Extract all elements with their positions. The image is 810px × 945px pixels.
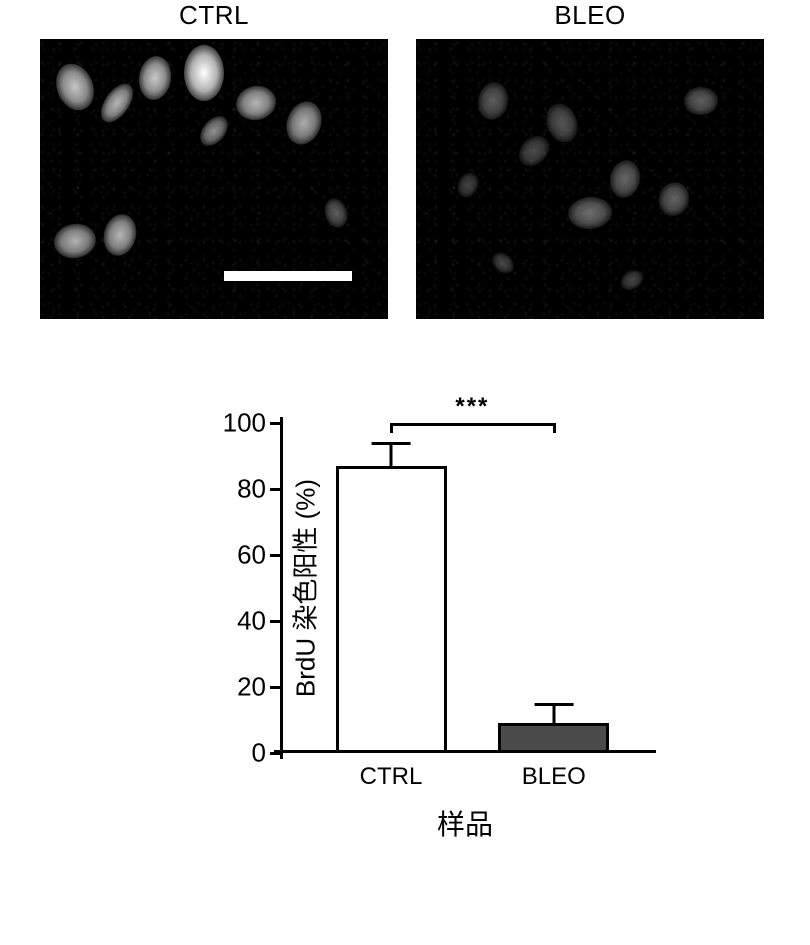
y-tick bbox=[270, 554, 280, 557]
y-tick-label: 0 bbox=[252, 738, 266, 769]
micrograph-row: CTRL BLEO bbox=[40, 0, 770, 319]
micrograph-label-ctrl: CTRL bbox=[179, 0, 249, 31]
y-tick-label: 40 bbox=[237, 606, 266, 637]
y-tick-label: 100 bbox=[223, 408, 266, 439]
bar-chart: BrdU 染色阳性 (%) 样品 0 20 40 60 80 100 CTRL BLEO *** bbox=[170, 367, 690, 847]
nucleus bbox=[184, 45, 224, 101]
y-axis bbox=[280, 417, 283, 759]
error-bar bbox=[552, 704, 555, 724]
significance-stars: *** bbox=[455, 393, 489, 421]
error-bar bbox=[390, 443, 393, 466]
bar-ctrl bbox=[336, 466, 447, 753]
y-tick bbox=[270, 620, 280, 623]
x-axis-title: 样品 bbox=[437, 803, 493, 843]
significance-bracket bbox=[391, 423, 554, 426]
micrograph-col-ctrl: CTRL bbox=[40, 0, 388, 319]
y-tick bbox=[270, 488, 280, 491]
error-cap bbox=[534, 703, 573, 706]
micrograph-label-bleo: BLEO bbox=[554, 0, 625, 31]
micrograph-bleo bbox=[416, 39, 764, 319]
y-tick-label: 60 bbox=[237, 540, 266, 571]
scale-bar bbox=[224, 271, 352, 281]
y-tick bbox=[270, 752, 280, 755]
y-tick-label: 20 bbox=[237, 672, 266, 703]
x-tick-label: CTRL bbox=[360, 763, 423, 791]
y-axis-title: BrdU 染色阳性 (%) bbox=[286, 479, 323, 697]
y-tick bbox=[270, 422, 280, 425]
x-tick-label: BLEO bbox=[522, 763, 586, 791]
significance-drop bbox=[553, 423, 556, 433]
micrograph-col-bleo: BLEO bbox=[416, 0, 764, 319]
y-tick-label: 80 bbox=[237, 474, 266, 505]
micrograph-ctrl bbox=[40, 39, 388, 319]
significance-drop bbox=[390, 423, 393, 433]
plot-area: BrdU 染色阳性 (%) 样品 020406080100CTRLBLEO*** bbox=[280, 423, 650, 753]
nucleus bbox=[684, 87, 718, 115]
y-tick bbox=[270, 686, 280, 689]
bar-bleo bbox=[498, 723, 609, 753]
error-cap bbox=[372, 442, 411, 445]
